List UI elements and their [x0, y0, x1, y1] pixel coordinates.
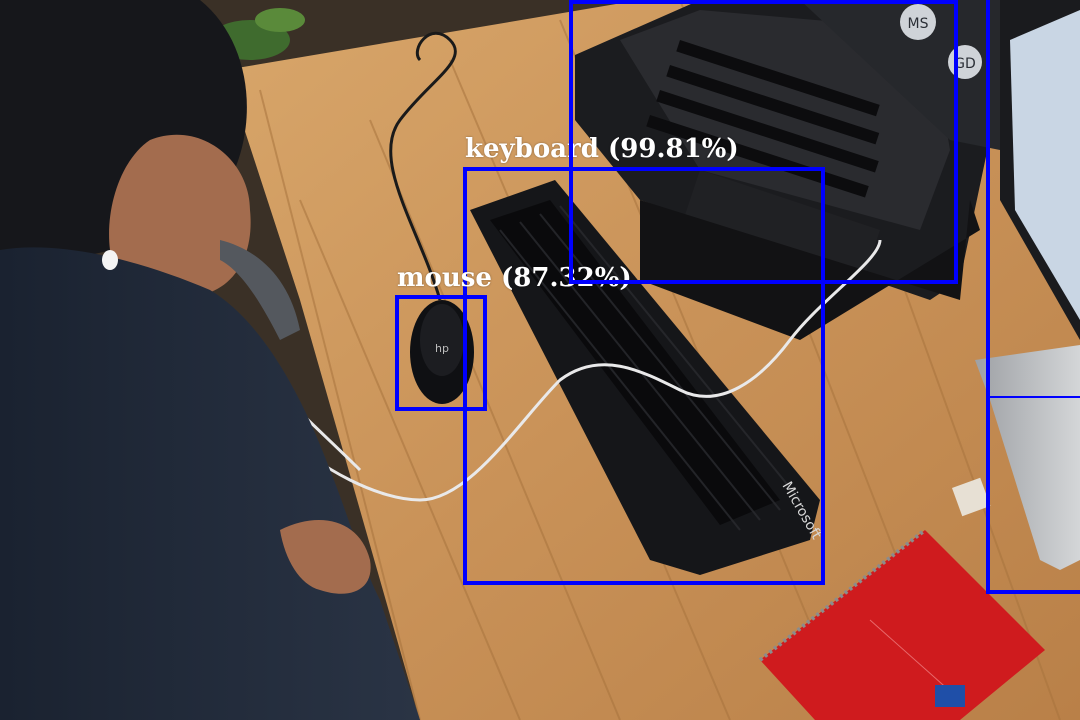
mouse-brand: hp [435, 342, 449, 355]
mouse: hp [410, 300, 474, 404]
keyboard: Microsoft [470, 180, 825, 575]
usb-stick [951, 477, 991, 517]
mouse-cable [389, 31, 457, 301]
notebook [758, 528, 1045, 720]
monitor [975, 0, 1080, 570]
person [0, 0, 420, 720]
detection-label-mouse: mouse (87.32%) [397, 263, 632, 293]
detection-label-keyboard: keyboard (99.81%) [465, 134, 739, 164]
laptop: MS GD [575, 0, 1030, 340]
avatar-ms: MS [908, 16, 929, 32]
avatar-gd: GD [954, 56, 976, 72]
